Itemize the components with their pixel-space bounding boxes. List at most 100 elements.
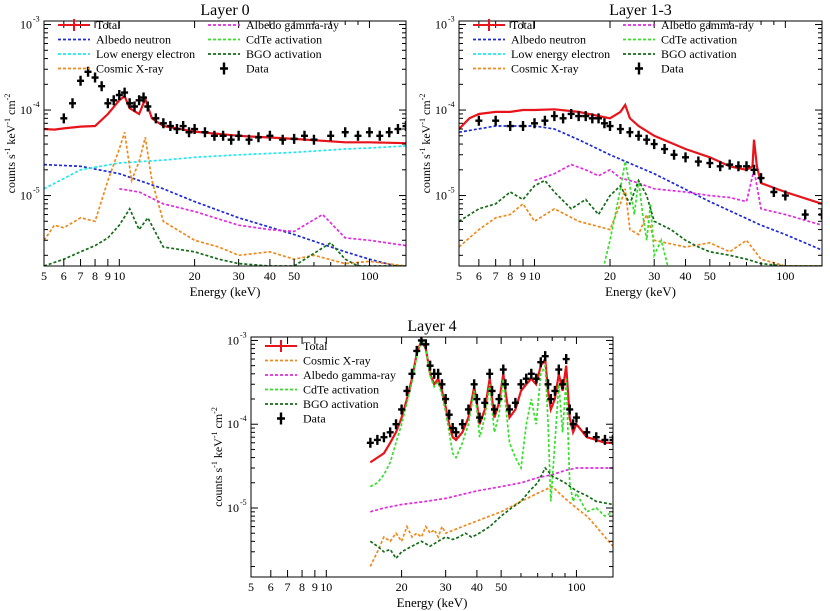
legend-label: BGO activation — [661, 47, 737, 61]
x-tick-label: 6 — [476, 269, 482, 283]
data-point — [386, 427, 394, 438]
y-tick-label: 10 — [20, 103, 32, 117]
legend-label: Total — [96, 18, 121, 32]
data-point — [781, 190, 789, 201]
data-point — [770, 187, 778, 198]
data-point — [159, 118, 167, 129]
x-tick-label: 8 — [92, 269, 98, 283]
x-tick-label: 100 — [776, 269, 794, 283]
y-tick-exponent: -5 — [448, 186, 455, 195]
legend-item: BGO activation — [623, 47, 737, 61]
data-points — [366, 337, 613, 448]
x-tick-label: 10 — [529, 269, 541, 283]
x-tick-label: 50 — [704, 269, 716, 283]
x-tick-label: 9 — [105, 269, 111, 283]
legend-item: CdTe activation — [265, 383, 379, 397]
series-line-albedo-gamma-ray — [119, 187, 406, 247]
legend-item: Albedo gamma-ray — [265, 368, 396, 382]
series-line-albedo-gamma-ray — [534, 163, 822, 227]
data-point — [327, 130, 335, 141]
data-point — [104, 98, 112, 109]
x-tick-label: 10 — [113, 269, 125, 283]
data-point — [490, 404, 498, 415]
data-point — [426, 360, 434, 371]
legend-label: Cosmic X-ray — [511, 62, 579, 76]
legend-item: Cosmic X-ray — [473, 62, 579, 76]
data-point — [566, 404, 574, 415]
series-group — [366, 337, 613, 567]
data-point — [140, 92, 148, 103]
chart-title: Layer 1-3 — [609, 2, 672, 19]
data-point — [376, 130, 384, 141]
series-group — [44, 66, 406, 266]
data-point — [575, 111, 583, 122]
data-point — [559, 113, 567, 124]
y-tick-exponent: -3 — [33, 15, 40, 24]
legend-label: Albedo neutron — [511, 33, 586, 47]
data-point — [511, 397, 519, 408]
y-tick-label: 10 — [435, 189, 447, 203]
series-line-low-energy-electron — [44, 145, 406, 190]
legend-label: Data — [661, 62, 684, 76]
y-axis-label: counts s-1 keV-1 cm-2 — [210, 407, 225, 507]
data-point — [166, 121, 174, 132]
x-tick-label: 20 — [604, 269, 616, 283]
x-tick-label: 30 — [233, 269, 245, 283]
data-point — [385, 127, 393, 138]
y-tick-exponent: -3 — [240, 330, 247, 339]
legend-item: Albedo neutron — [473, 33, 586, 47]
data-point — [373, 434, 381, 445]
legend-item: BGO activation — [265, 397, 379, 411]
data-point — [600, 118, 608, 129]
legend-label: BGO activation — [303, 397, 379, 411]
series-line-cdte-activation — [603, 161, 669, 266]
legend-label: CdTe activation — [246, 33, 322, 47]
data-point — [527, 368, 535, 379]
data-point — [495, 394, 503, 405]
data-point — [501, 379, 509, 390]
data-point — [227, 134, 235, 145]
y-tick-exponent: -5 — [240, 498, 247, 507]
data-point — [541, 351, 549, 362]
x-tick-label: 40 — [680, 269, 692, 283]
y-label-part: counts s — [211, 468, 225, 507]
data-point — [550, 111, 558, 122]
data-point — [726, 159, 734, 170]
y-tick-label: 10 — [20, 18, 32, 32]
data-point — [402, 121, 406, 132]
data-point — [438, 379, 446, 390]
data-point — [310, 134, 318, 145]
data-point — [750, 164, 758, 175]
data-point — [408, 368, 416, 379]
x-tick-label: 5 — [41, 269, 47, 283]
legend-label: BGO activation — [246, 47, 322, 61]
data-point — [245, 134, 253, 145]
data-point — [606, 121, 614, 132]
data-point — [592, 432, 600, 443]
data-point — [582, 111, 590, 122]
legend-label: CdTe activation — [303, 383, 379, 397]
legend-marker-data — [635, 62, 643, 75]
series-line-cosmic-x-ray — [44, 131, 406, 266]
data-point — [506, 121, 514, 132]
y-axis-label: counts s-1 keV-1 cm-2 — [3, 94, 18, 194]
y-label-superscript: -1 — [210, 432, 219, 439]
data-point — [470, 379, 478, 390]
y-label-superscript: -2 — [210, 407, 219, 414]
legend-label: Data — [303, 412, 326, 426]
y-tick-label: 10 — [227, 501, 239, 515]
y-label-superscript: -1 — [418, 148, 427, 155]
data-point — [422, 339, 430, 350]
data-point — [569, 419, 577, 430]
legend-item: Data — [220, 62, 269, 76]
y-tick-label: 10 — [227, 417, 239, 431]
legend-label: Albedo neutron — [96, 33, 171, 47]
x-tick-label: 7 — [493, 269, 499, 283]
data-points — [60, 66, 406, 145]
x-tick-label: 100 — [360, 269, 378, 283]
legend-label: Low energy electron — [96, 47, 195, 61]
data-point — [716, 161, 724, 172]
y-label-part: keV — [211, 438, 225, 461]
